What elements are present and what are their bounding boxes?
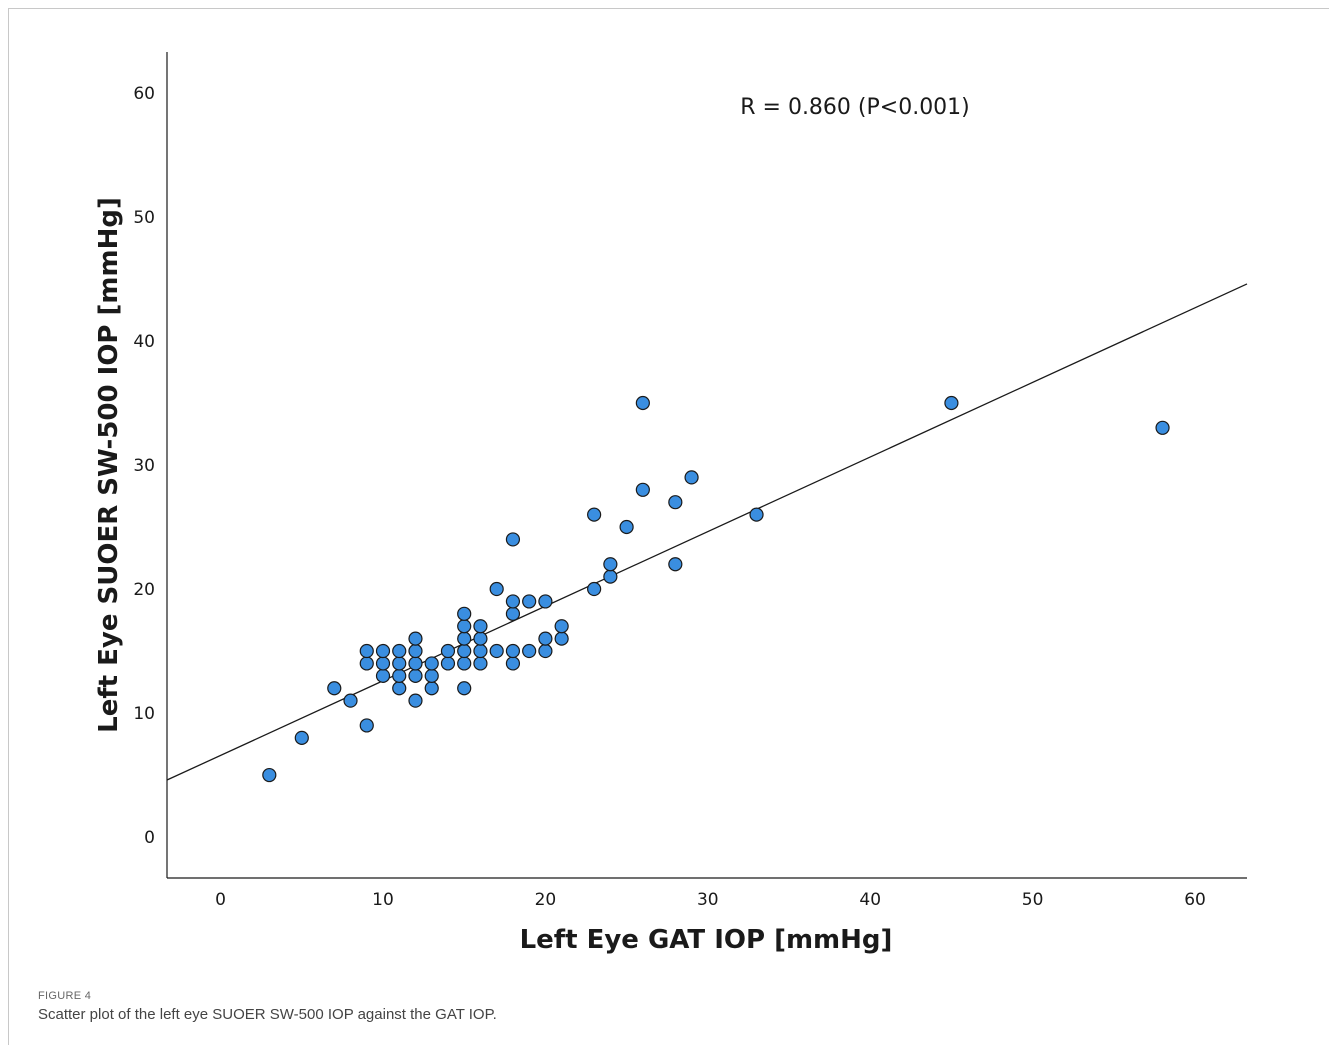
- data-point: [457, 606, 472, 621]
- data-point: [668, 495, 683, 510]
- data-point: [392, 643, 407, 659]
- data-point: [944, 395, 959, 411]
- y-tick-label: 60: [133, 84, 155, 104]
- data-point: [408, 656, 423, 671]
- data-point: [473, 631, 488, 646]
- figure-caption: Scatter plot of the left eye SUOER SW-50…: [38, 1006, 497, 1023]
- data-point: [440, 643, 456, 659]
- x-tick-label: 10: [372, 890, 394, 910]
- figure-frame-left: [8, 8, 9, 1045]
- data-point: [1155, 420, 1170, 435]
- data-point: [392, 681, 407, 696]
- data-point: [587, 507, 602, 522]
- data-point: [522, 643, 537, 659]
- x-tick-label: 0: [215, 890, 226, 910]
- data-point: [635, 482, 650, 497]
- data-point: [505, 643, 521, 659]
- figure-label: FIGURE 4: [38, 990, 92, 1002]
- x-axis-label: Left Eye GAT IOP [mmHg]: [520, 925, 893, 955]
- scatter-chart: 0 10 20 30 40 50 60 0 10 20 30 40 50 60 R = 0.860 (P<…: [94, 52, 1248, 955]
- x-tick-label: 50: [1022, 890, 1044, 910]
- data-point: [408, 668, 423, 683]
- data-point: [375, 643, 391, 659]
- data-point: [603, 569, 618, 584]
- y-axis-label: Left Eye SUOER SW-500 IOP [mmHg]: [94, 197, 124, 733]
- data-point: [489, 643, 504, 659]
- regression-line: [166, 283, 1248, 781]
- axes: 0 10 20 30 40 50 60 0 10 20 30 40 50 60: [133, 52, 1247, 910]
- data-point: [684, 470, 699, 485]
- data-point: [327, 681, 342, 696]
- data-point: [587, 581, 602, 597]
- y-tick-label: 40: [133, 332, 155, 352]
- data-point: [554, 619, 569, 634]
- data-point: [489, 581, 504, 597]
- y-tick-label: 10: [133, 704, 155, 724]
- y-tick-label: 30: [133, 456, 155, 476]
- data-point: [408, 631, 423, 646]
- data-point: [375, 668, 391, 683]
- fit-line-group: [166, 283, 1248, 781]
- data-point: [408, 643, 423, 659]
- data-point: [440, 656, 456, 671]
- data-point: [473, 656, 488, 671]
- data-point: [294, 730, 309, 745]
- y-tick-label: 20: [133, 580, 155, 600]
- x-tick-label: 60: [1184, 890, 1206, 910]
- data-point: [473, 619, 488, 634]
- data-point: [619, 519, 634, 535]
- data-point: [424, 656, 439, 671]
- data-points: [262, 395, 1170, 783]
- data-point: [538, 643, 553, 659]
- correlation-annotation: R = 0.860 (P<0.001): [740, 95, 970, 120]
- data-point: [359, 643, 374, 659]
- data-point: [505, 606, 521, 621]
- data-point: [457, 619, 472, 634]
- data-point: [749, 507, 764, 522]
- data-point: [603, 557, 618, 572]
- data-point: [505, 594, 521, 609]
- data-point: [262, 767, 277, 783]
- figure-frame-top: [8, 8, 1329, 9]
- data-point: [343, 693, 358, 708]
- x-tick-label: 20: [535, 890, 557, 910]
- data-point: [424, 668, 439, 683]
- data-point: [538, 594, 553, 609]
- data-point: [457, 656, 472, 671]
- data-point: [554, 631, 569, 646]
- data-point: [457, 681, 472, 696]
- data-point: [538, 631, 553, 646]
- y-tick-label: 50: [133, 208, 155, 228]
- data-point: [375, 656, 391, 671]
- data-point: [473, 643, 488, 659]
- data-point: [359, 718, 374, 733]
- data-point: [522, 594, 537, 609]
- y-tick-label: 0: [144, 828, 155, 848]
- x-tick-label: 40: [859, 890, 881, 910]
- data-point: [359, 656, 374, 671]
- x-tick-label: 30: [697, 890, 719, 910]
- data-point: [457, 631, 472, 646]
- data-point: [505, 532, 521, 547]
- data-point: [392, 656, 407, 671]
- data-point: [635, 395, 650, 411]
- data-point: [392, 668, 407, 683]
- data-point: [457, 643, 472, 659]
- data-point: [408, 693, 423, 708]
- data-point: [668, 557, 683, 572]
- data-point: [424, 681, 439, 696]
- data-point: [505, 656, 521, 671]
